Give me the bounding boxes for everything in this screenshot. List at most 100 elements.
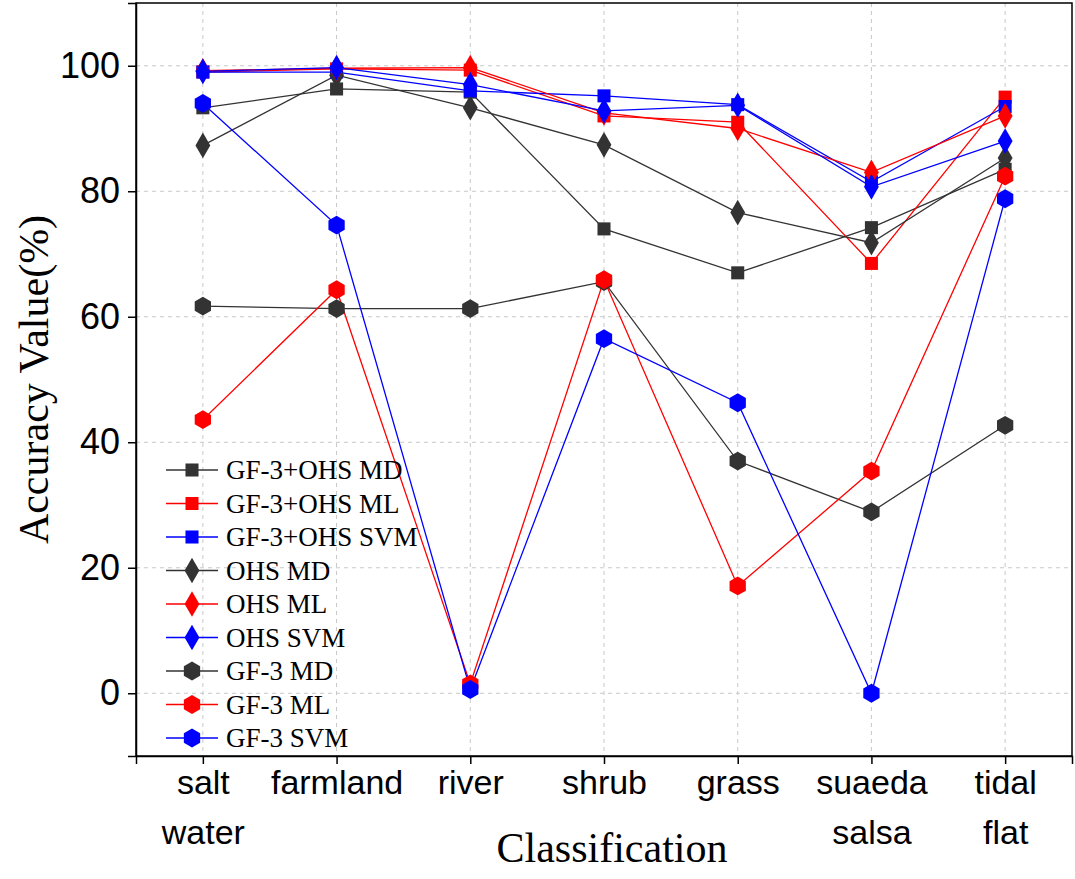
y-tick-mark [128,66,136,68]
grid-line [871,3,872,756]
legend-item: OHS ML [166,589,327,619]
legend-swatch-marker [185,558,200,584]
legend-label: OHS MD [226,556,330,586]
x-tick: shrub [562,756,647,801]
x-tick-label: river [438,763,504,801]
y-tick: 60 [80,296,136,337]
x-tick-label-line: river [438,763,504,801]
series-line [203,68,1005,187]
series-marker [195,297,211,316]
grid [136,3,1072,756]
series-marker [730,200,745,226]
x-tick-label: shrub [562,763,647,801]
x-tick-label-line: grass [697,763,780,801]
series-marker [730,92,745,118]
legend: GF-3+OHS MD GF-3+OHS MLGF-3+OHS SVM OHS MD… [166,455,418,753]
x-tick: farmland [271,756,403,801]
y-tick-label: 80 [80,170,120,211]
x-tick-label-line: farmland [271,763,403,801]
series-marker [328,299,344,318]
series-marker [997,416,1013,435]
legend-swatch-marker [185,497,198,510]
series-line [203,68,1005,173]
x-axis-title: Classification [497,825,728,871]
y-tick: 80 [80,170,136,211]
legend-label: GF-3 MD [226,656,333,686]
y-tick-label: 40 [80,421,120,462]
y-tick-mark [128,693,136,695]
series-marker [328,280,344,299]
series-line [203,72,1005,182]
series-marker [195,410,211,429]
x-tick-label: suaeda salsa [816,763,928,851]
series-marker [195,58,210,84]
legend-swatch-marker [185,463,198,476]
legend-swatch-marker [185,591,200,617]
y-tick-mark [128,191,136,193]
plot-frame [136,3,1072,756]
series-marker [463,95,478,121]
legend-item: GF-3+OHS MD [166,455,403,485]
legend-item: OHS MD [166,556,330,586]
series-marker [998,128,1013,154]
series-marker [597,132,612,158]
x-tick: suaeda salsa [816,756,928,851]
series-marker [997,189,1013,208]
x-tick-label: tidalflat [974,763,1036,851]
y-tick-label: 100 [60,45,120,86]
series-marker [864,230,879,256]
series-marker [731,266,744,279]
series-marker [864,174,879,200]
x-tick: grass [697,756,780,801]
y-tick-label: 20 [80,547,120,588]
x-tick: tidalflat [974,756,1036,851]
series-marker [195,94,211,113]
legend-item: GF-3+OHS SVM [166,522,418,552]
x-tick: river [438,756,504,801]
legend-label: GF-3 ML [226,690,330,720]
y-tick-mark [128,568,136,570]
plot-area [195,55,1014,703]
x-tick: salt water [161,756,245,851]
chart: 0 20 40 60 80 100 salt water farmland river shrub g… [0,0,1075,879]
y-axis-title: Accuracy Value(%) [11,215,58,544]
legend-label: GF-3 SVM [226,723,348,753]
series-marker [596,270,612,289]
legend-label: GF-3+OHS MD [226,455,403,485]
x-tick-label-line: flat [983,813,1029,851]
series-marker [462,680,478,699]
series-marker [865,257,878,270]
y-tick-mark [128,317,136,319]
series-marker [463,72,478,98]
series-marker [597,222,610,235]
series-line [203,75,1005,243]
y-axis-line [128,4,137,757]
y-tick-label: 0 [100,672,120,713]
legend-label: GF-3+OHS ML [226,489,400,519]
x-tick-label-line: salt [177,763,230,801]
series-marker [730,116,745,142]
legend-swatch-marker [184,695,200,714]
grid-line [136,65,1072,66]
legend-swatch-marker [184,729,200,748]
x-tick-label-line: salsa [832,813,911,851]
legend-label: OHS ML [226,589,327,619]
x-tick-label-line: water [161,813,245,851]
series-marker [329,55,344,81]
series-marker [730,393,746,412]
legend-label: GF-3+OHS SVM [226,522,418,552]
series-line [203,89,1005,273]
series-marker [730,452,746,471]
legend-swatch-marker [184,662,200,681]
y-tick: 0 [100,672,136,713]
x-tick-label: salt water [161,763,245,851]
series-line [203,282,1005,512]
legend-item: GF-3 MD [166,656,333,686]
y-axis: 0 20 40 60 80 100 [60,4,137,757]
legend-swatch-marker [185,530,198,543]
grid-line [136,442,1072,443]
y-tick-mark [128,442,136,444]
x-tick-label-line: suaeda [816,763,928,801]
x-tick-label-line: shrub [562,763,647,801]
series-line [203,176,1005,684]
